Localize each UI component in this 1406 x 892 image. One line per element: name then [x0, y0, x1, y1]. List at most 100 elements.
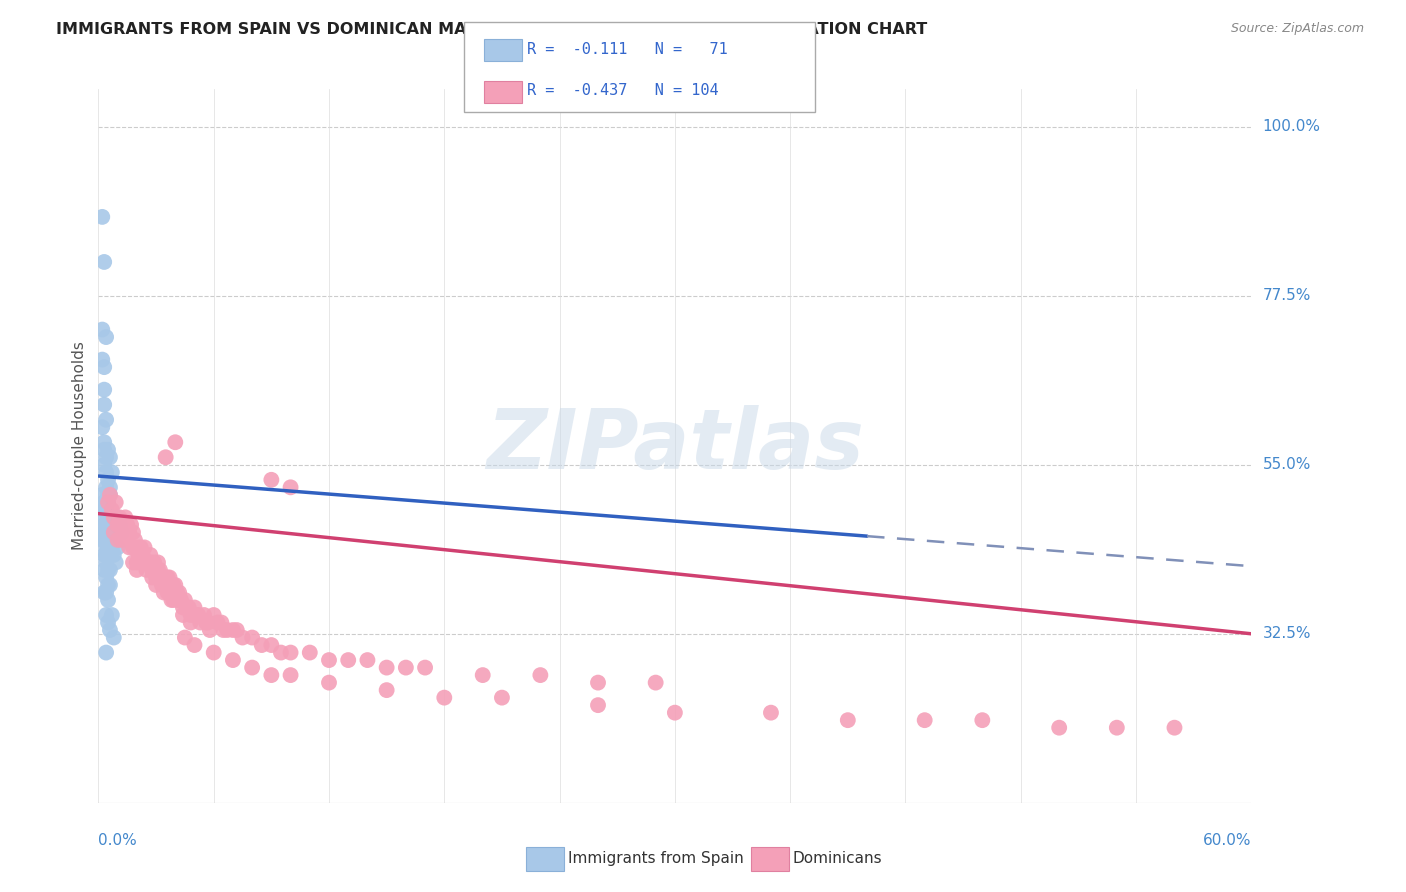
Point [93, 525, 115, 540]
Point [118, 541, 141, 555]
Point [172, 600, 194, 615]
Point [195, 615, 218, 630]
Point [145, 570, 167, 584]
Point [209, 615, 232, 630]
Point [222, 653, 245, 667]
Point [97, 578, 120, 592]
Point [180, 615, 202, 630]
Point [97, 541, 120, 555]
Point [104, 556, 127, 570]
Point [94, 585, 117, 599]
Point [146, 556, 169, 570]
Point [586, 675, 609, 690]
Point [664, 706, 686, 720]
Point [98, 450, 121, 465]
Point [152, 585, 174, 599]
Text: 77.5%: 77.5% [1263, 288, 1310, 303]
Point [93, 495, 115, 509]
Point [759, 706, 782, 720]
Point [586, 698, 609, 713]
Point [93, 517, 115, 532]
Point [107, 541, 129, 555]
Text: 0.0%: 0.0% [98, 833, 138, 848]
Y-axis label: Married-couple Households: Married-couple Households [72, 342, 87, 550]
Point [93, 503, 115, 517]
Point [101, 465, 124, 479]
Point [165, 585, 187, 599]
Point [94, 548, 117, 562]
Point [110, 517, 132, 532]
Point [98, 548, 121, 562]
Point [375, 683, 398, 698]
Point [174, 593, 197, 607]
Point [318, 653, 340, 667]
Point [94, 556, 117, 570]
Point [117, 533, 138, 547]
Point [183, 607, 205, 622]
Point [139, 556, 162, 570]
Point [145, 563, 167, 577]
Point [156, 570, 179, 584]
Point [94, 570, 117, 584]
Point [193, 607, 215, 622]
Point [122, 541, 145, 555]
Point [122, 525, 145, 540]
Point [122, 556, 145, 570]
Point [260, 638, 283, 652]
Point [143, 556, 166, 570]
Point [94, 517, 117, 532]
Point [91, 420, 114, 434]
Point [98, 480, 121, 494]
Point [529, 668, 551, 682]
Point [94, 330, 117, 344]
Point [103, 631, 125, 645]
Point [117, 517, 138, 532]
Point [150, 570, 173, 584]
Point [198, 623, 221, 637]
Point [155, 450, 177, 465]
Point [176, 600, 198, 615]
Point [110, 533, 132, 547]
Point [165, 578, 187, 592]
Point [98, 533, 121, 547]
Point [231, 631, 254, 645]
Point [160, 593, 183, 607]
Point [128, 548, 150, 562]
Point [212, 623, 235, 637]
Point [103, 548, 125, 562]
Point [162, 578, 184, 592]
Point [129, 541, 152, 555]
Point [337, 653, 360, 667]
Point [155, 570, 177, 584]
Point [118, 525, 141, 540]
Point [318, 675, 340, 690]
Point [101, 503, 124, 517]
Point [93, 435, 115, 450]
Point [93, 383, 115, 397]
Point [202, 607, 225, 622]
Point [93, 458, 115, 472]
Point [375, 660, 398, 674]
Point [972, 713, 994, 727]
Point [97, 473, 120, 487]
Point [260, 473, 283, 487]
Text: Dominicans: Dominicans [793, 852, 883, 866]
Point [298, 646, 321, 660]
Point [93, 548, 115, 562]
Point [94, 503, 117, 517]
Point [167, 585, 190, 599]
Point [433, 690, 456, 705]
Point [270, 646, 292, 660]
Point [280, 646, 302, 660]
Point [91, 533, 114, 547]
Point [97, 615, 120, 630]
Point [170, 593, 193, 607]
Point [149, 563, 172, 577]
Point [131, 548, 153, 562]
Point [91, 488, 114, 502]
Point [97, 593, 120, 607]
Point [135, 556, 157, 570]
Point [107, 517, 129, 532]
Point [172, 607, 194, 622]
Point [129, 548, 152, 562]
